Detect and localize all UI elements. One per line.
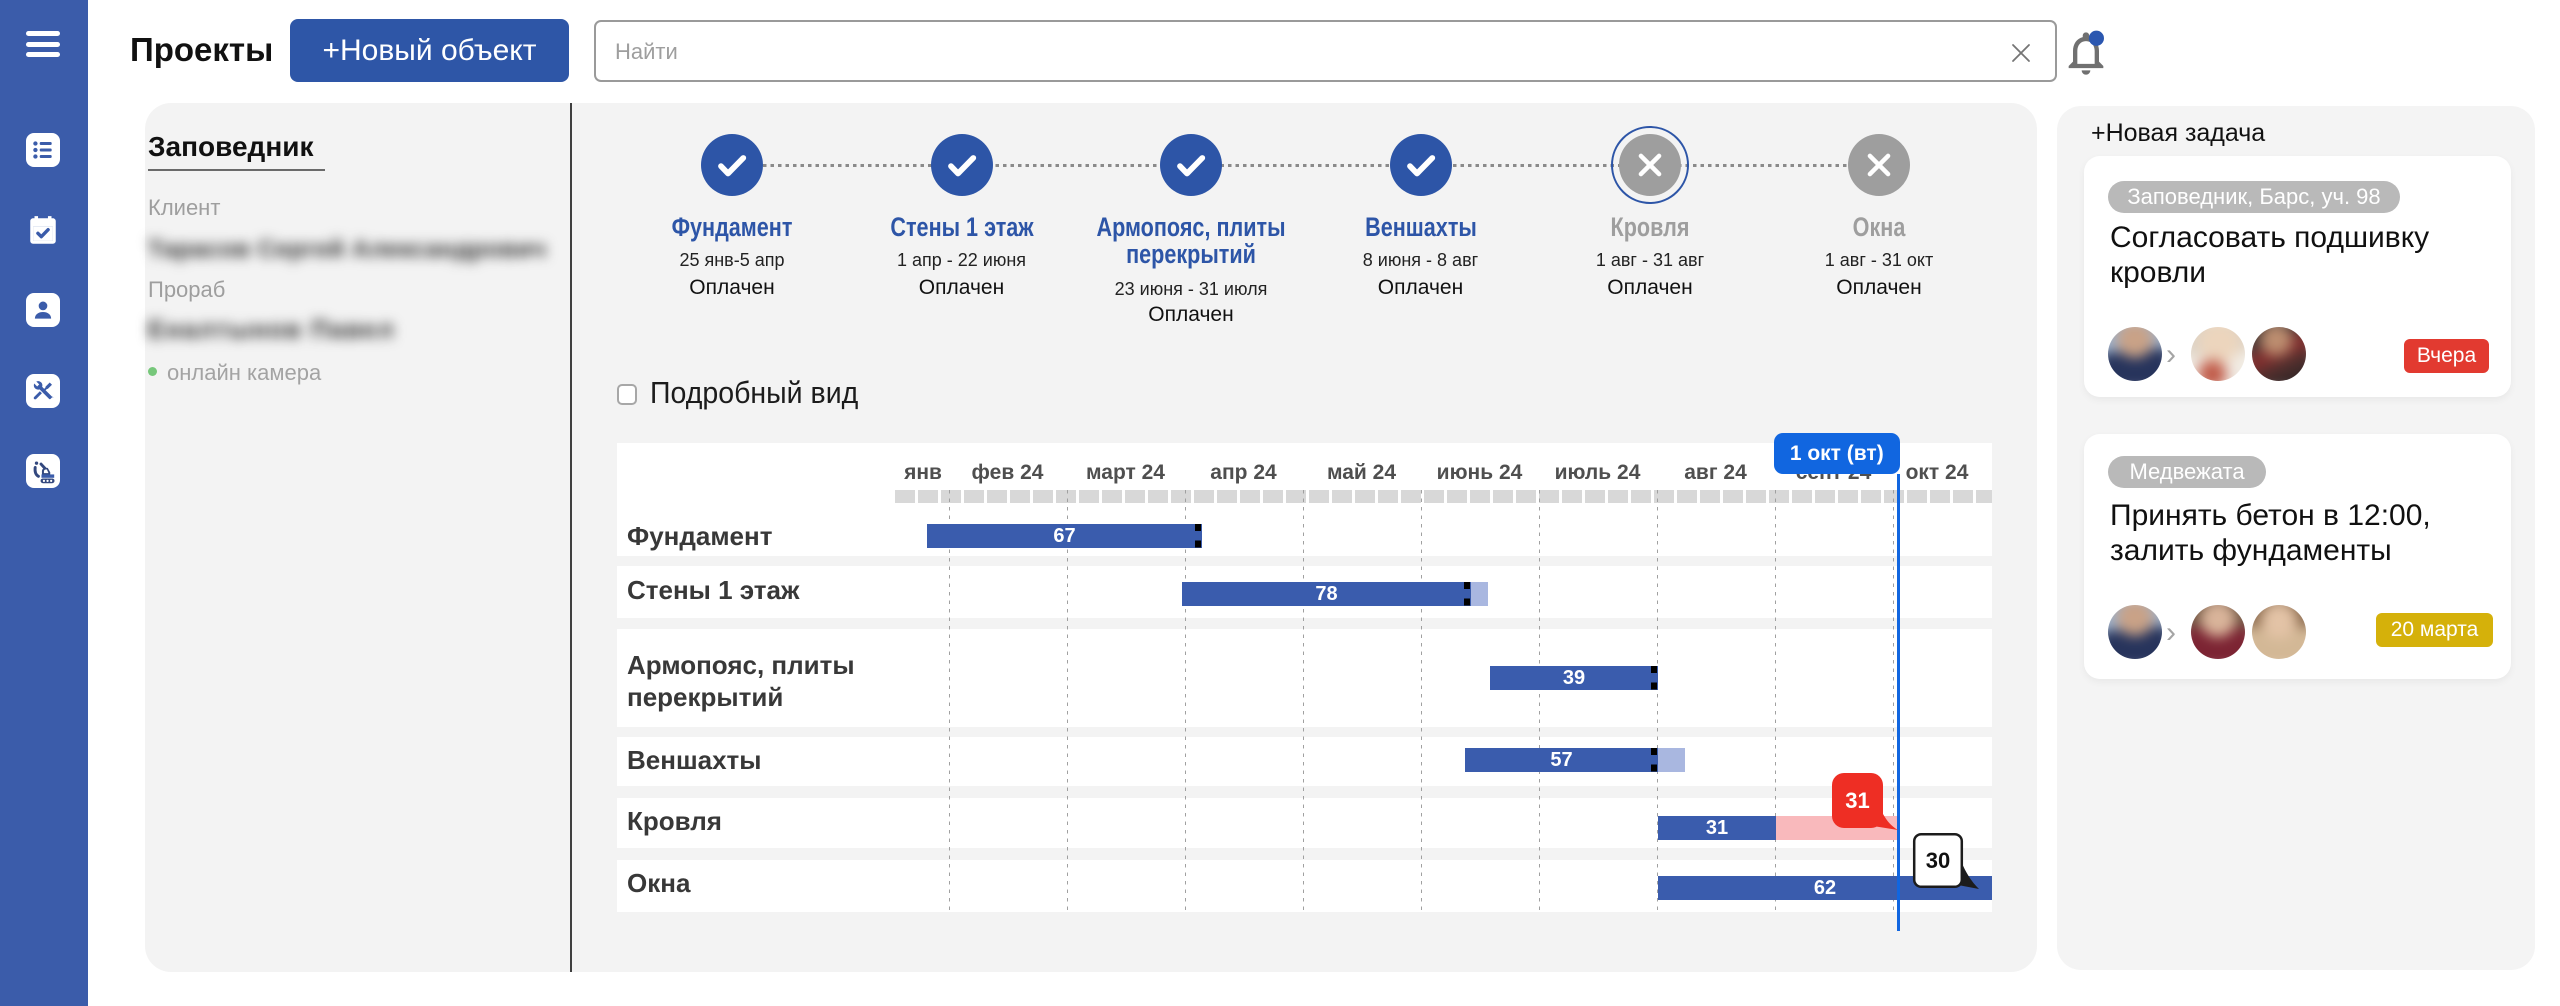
svg-text:31: 31 xyxy=(1845,788,1869,813)
svg-text:30: 30 xyxy=(1926,848,1950,873)
